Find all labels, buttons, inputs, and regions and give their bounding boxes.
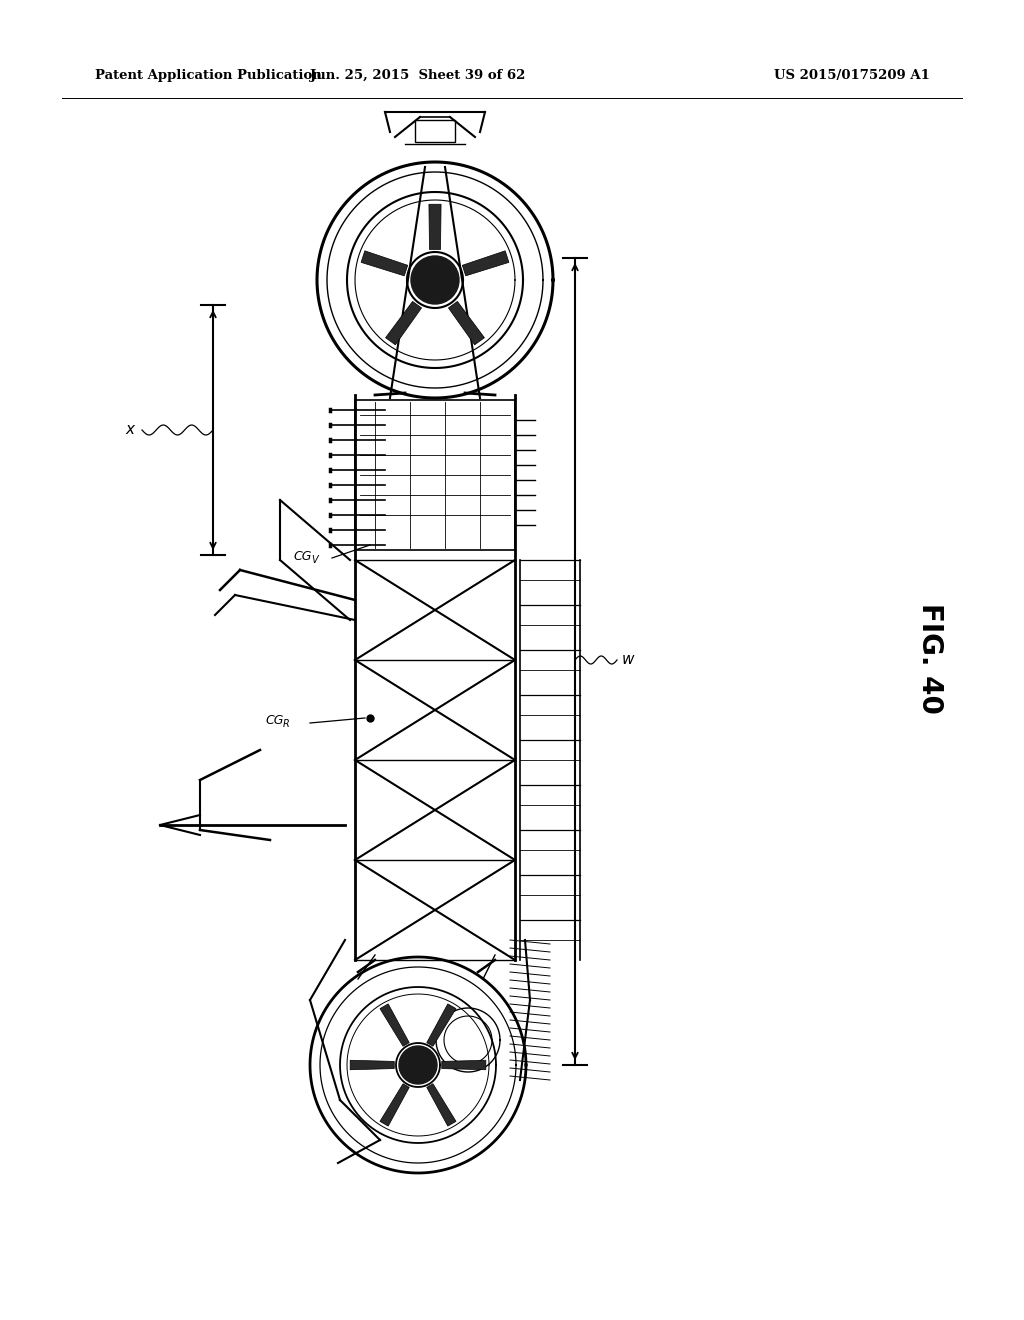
Text: V: V bbox=[311, 554, 317, 565]
Polygon shape bbox=[386, 301, 422, 345]
Text: Jun. 25, 2015  Sheet 39 of 62: Jun. 25, 2015 Sheet 39 of 62 bbox=[310, 69, 525, 82]
Polygon shape bbox=[427, 1005, 456, 1047]
Polygon shape bbox=[350, 1060, 394, 1069]
Text: R: R bbox=[283, 719, 290, 729]
Bar bbox=[355, 400, 515, 550]
Text: CG: CG bbox=[265, 714, 284, 726]
Circle shape bbox=[411, 256, 459, 304]
Polygon shape bbox=[429, 205, 441, 249]
Text: Patent Application Publication: Patent Application Publication bbox=[95, 69, 322, 82]
Polygon shape bbox=[380, 1005, 410, 1047]
Polygon shape bbox=[427, 1084, 456, 1126]
Text: w: w bbox=[622, 652, 635, 668]
Text: FIG. 40: FIG. 40 bbox=[916, 602, 944, 713]
Circle shape bbox=[399, 1045, 437, 1084]
Polygon shape bbox=[441, 1060, 485, 1069]
Polygon shape bbox=[449, 301, 484, 345]
Polygon shape bbox=[380, 1084, 410, 1126]
Polygon shape bbox=[462, 251, 509, 276]
Text: x: x bbox=[125, 422, 134, 437]
Polygon shape bbox=[361, 251, 408, 276]
Bar bbox=[415, 120, 455, 143]
Text: US 2015/0175209 A1: US 2015/0175209 A1 bbox=[774, 69, 930, 82]
Text: CG: CG bbox=[293, 549, 311, 562]
